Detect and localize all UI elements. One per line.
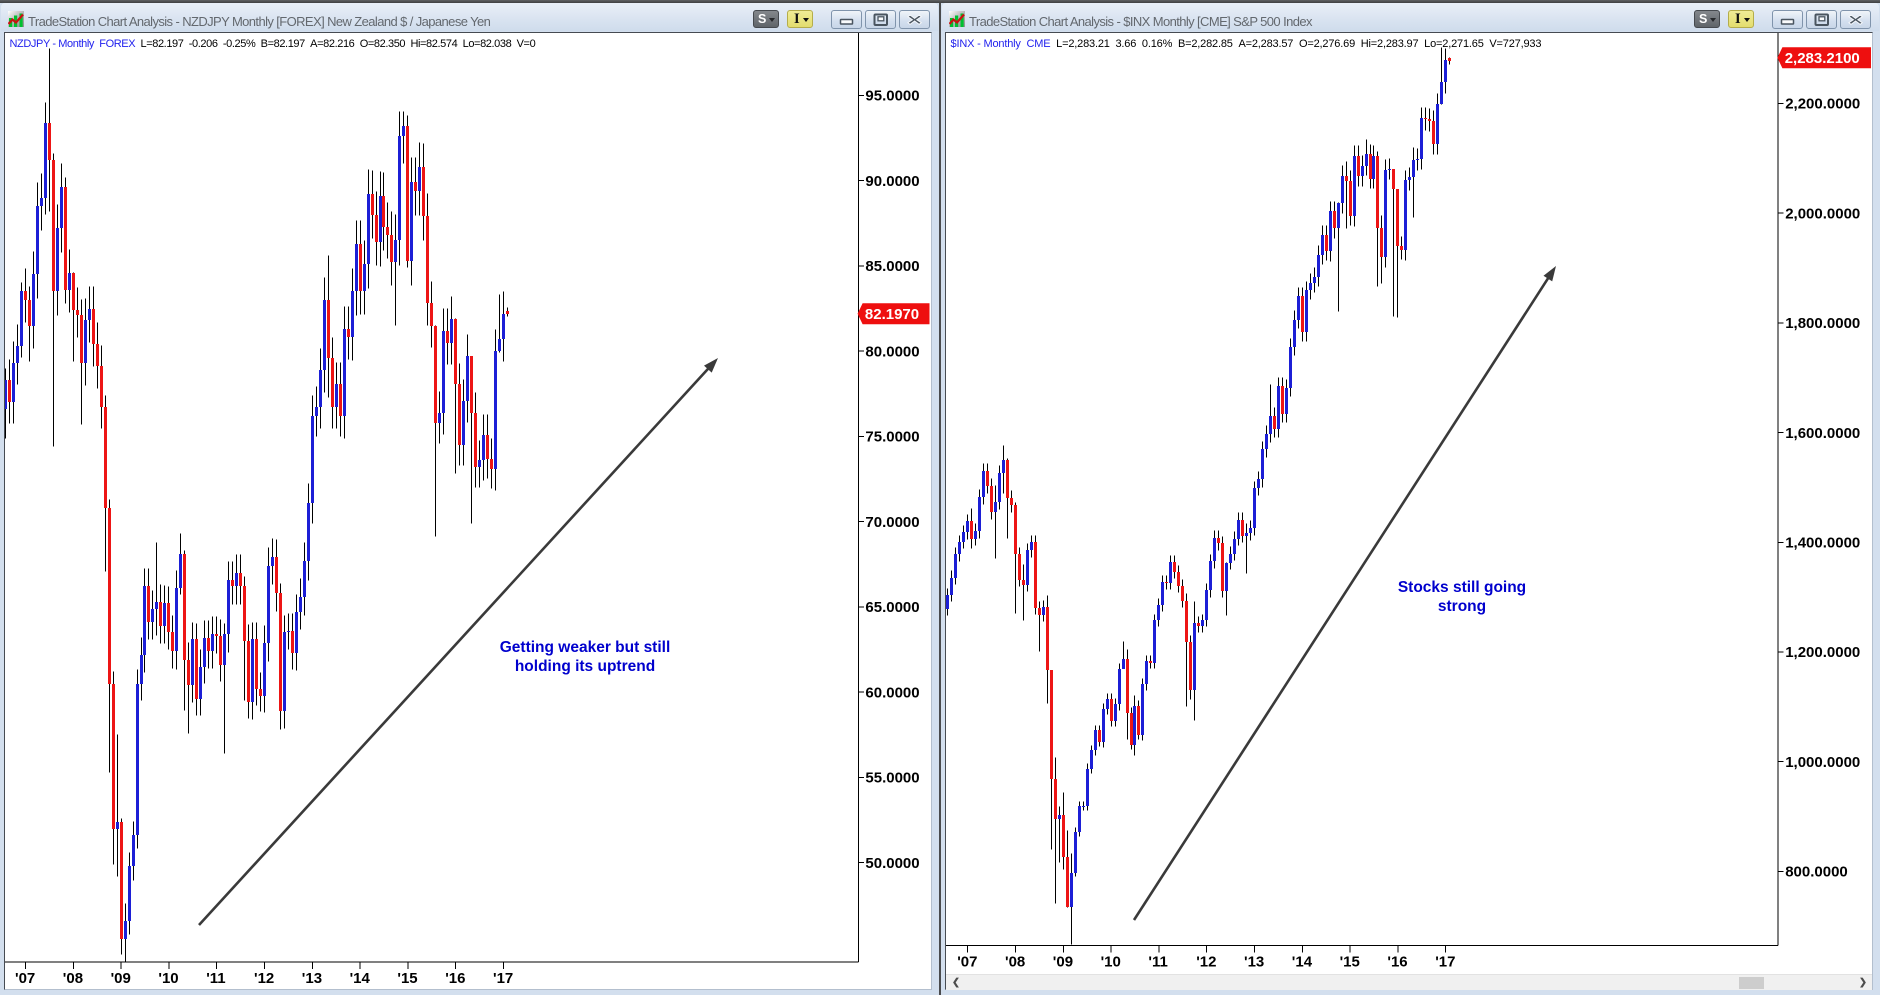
svg-text:'07: '07 <box>957 953 977 970</box>
svg-text:60.0000: 60.0000 <box>865 684 919 701</box>
svg-text:1,000.0000: 1,000.0000 <box>1785 754 1860 771</box>
svg-text:50.0000: 50.0000 <box>865 855 919 872</box>
svg-text:1,400.0000: 1,400.0000 <box>1785 535 1860 552</box>
svg-text:'09: '09 <box>111 970 131 987</box>
svg-text:'14: '14 <box>350 970 371 987</box>
svg-text:'12: '12 <box>1196 953 1216 970</box>
svg-text:1,200.0000: 1,200.0000 <box>1785 644 1860 661</box>
svg-text:'16: '16 <box>1387 953 1407 970</box>
svg-text:800.0000: 800.0000 <box>1785 864 1848 881</box>
svg-text:strong: strong <box>1438 598 1486 615</box>
svg-text:1,800.0000: 1,800.0000 <box>1785 315 1860 332</box>
svg-text:2,000.0000: 2,000.0000 <box>1785 205 1860 222</box>
svg-text:70.0000: 70.0000 <box>865 514 919 531</box>
svg-text:'15: '15 <box>1340 953 1360 970</box>
svg-text:65.0000: 65.0000 <box>865 599 919 616</box>
svg-text:75.0000: 75.0000 <box>865 429 919 446</box>
svg-text:'07: '07 <box>15 970 35 987</box>
svg-text:55.0000: 55.0000 <box>865 770 919 787</box>
svg-text:NZDJPY - Monthly FOREX L=82.: NZDJPY - Monthly FOREX L=82.197 -0.206 -… <box>10 38 536 50</box>
svg-text:'14: '14 <box>1292 953 1313 970</box>
svg-text:'11: '11 <box>1148 953 1167 970</box>
svg-text:'11: '11 <box>206 970 225 987</box>
svg-text:'13: '13 <box>302 970 322 987</box>
svg-text:'08: '08 <box>63 970 83 987</box>
svg-text:holding its uptrend: holding its uptrend <box>515 658 655 675</box>
svg-text:'10: '10 <box>158 970 178 987</box>
svg-text:80.0000: 80.0000 <box>865 343 919 360</box>
svg-text:'15: '15 <box>397 970 417 987</box>
svg-text:90.0000: 90.0000 <box>865 173 919 190</box>
svg-text:'10: '10 <box>1101 953 1121 970</box>
svg-text:Stocks still going: Stocks still going <box>1398 579 1526 596</box>
svg-text:85.0000: 85.0000 <box>865 258 919 275</box>
svg-text:2,283.2100: 2,283.2100 <box>1785 50 1860 67</box>
svg-text:'16: '16 <box>445 970 465 987</box>
svg-text:'08: '08 <box>1005 953 1025 970</box>
svg-text:1,600.0000: 1,600.0000 <box>1785 425 1860 442</box>
svg-text:'17: '17 <box>1435 953 1455 970</box>
svg-text:$INX - Monthly CME L=2,283.2: $INX - Monthly CME L=2,283.21 3.66 0.16%… <box>951 38 1542 50</box>
svg-text:Getting weaker but still: Getting weaker but still <box>500 639 671 656</box>
svg-text:'09: '09 <box>1053 953 1073 970</box>
svg-text:'17: '17 <box>493 970 513 987</box>
svg-text:'13: '13 <box>1244 953 1264 970</box>
svg-text:95.0000: 95.0000 <box>865 88 919 105</box>
svg-text:'12: '12 <box>254 970 274 987</box>
svg-text:82.1970: 82.1970 <box>865 306 919 323</box>
svg-text:2,200.0000: 2,200.0000 <box>1785 96 1860 113</box>
